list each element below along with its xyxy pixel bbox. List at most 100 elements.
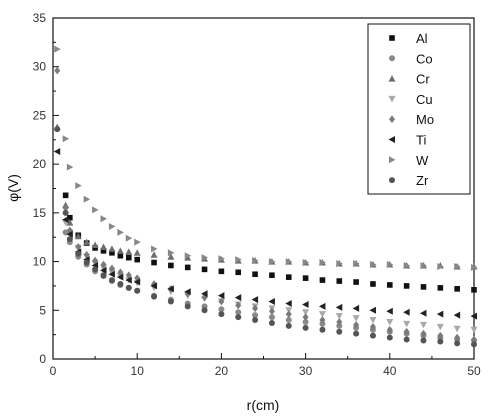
data-point-mo	[268, 307, 275, 316]
data-point-w	[471, 263, 478, 271]
data-point-ti	[53, 147, 61, 155]
data-point-mo	[471, 335, 477, 344]
x-tick-label: 0	[50, 364, 57, 378]
data-point-zr	[386, 334, 393, 341]
data-point-co	[218, 306, 225, 313]
data-point-w	[184, 252, 192, 260]
data-point-w	[353, 260, 360, 268]
data-point-cu	[470, 326, 478, 334]
data-point-al	[353, 279, 359, 285]
data-point-mo	[420, 329, 427, 338]
data-point-zr	[125, 284, 132, 291]
data-point-mo	[134, 274, 141, 282]
data-point-al	[437, 285, 444, 291]
y-tick-label: 20	[33, 157, 47, 171]
data-point-zr	[218, 311, 225, 318]
data-point-cr	[125, 248, 133, 255]
data-point-zr	[62, 209, 69, 216]
data-points	[53, 45, 478, 348]
data-point-mo	[92, 256, 99, 265]
legend-marker-ti	[388, 136, 395, 143]
data-point-w	[268, 258, 276, 266]
data-point-zr	[353, 330, 360, 337]
data-point-ti	[403, 308, 410, 316]
data-point-al	[302, 275, 309, 281]
data-point-mo	[285, 310, 292, 318]
data-point-w	[235, 256, 242, 264]
data-point-co	[62, 229, 69, 236]
data-point-w	[100, 215, 108, 223]
data-point-w	[62, 135, 70, 143]
data-point-al	[336, 278, 343, 284]
data-point-al	[201, 266, 208, 273]
data-point-ti	[100, 266, 107, 274]
data-point-ti	[217, 292, 225, 300]
data-point-mo	[319, 316, 326, 324]
data-point-zr	[66, 236, 73, 243]
legend-box	[367, 23, 471, 195]
data-point-ti	[201, 290, 208, 298]
data-point-ti	[436, 310, 444, 318]
data-point-zr	[201, 307, 208, 314]
data-point-ti	[318, 302, 326, 310]
data-point-w	[108, 222, 116, 230]
data-point-mo	[125, 271, 132, 280]
data-point-mo	[235, 301, 242, 310]
legend-label-al: Al	[416, 31, 428, 46]
data-point-mo	[302, 313, 309, 321]
data-point-w	[117, 228, 124, 236]
legend-item-mo: Mo	[389, 112, 434, 127]
data-point-cu	[453, 325, 461, 333]
legend: Al Co Cr Cu Mo Ti W Zr	[367, 23, 471, 195]
data-point-w	[252, 257, 259, 265]
data-point-ti	[386, 307, 393, 315]
data-point-al	[125, 254, 132, 261]
series-w	[54, 45, 478, 271]
data-point-cr	[133, 249, 141, 256]
data-point-mo	[62, 204, 69, 212]
data-point-w	[75, 182, 82, 190]
data-point-w	[369, 260, 377, 268]
data-point-al	[370, 281, 376, 287]
data-point-zr	[302, 324, 309, 331]
legend-marker-mo	[389, 115, 395, 123]
data-point-mo	[353, 321, 360, 329]
legend-item-zr: Zr	[389, 173, 429, 188]
legend-label-zr: Zr	[416, 173, 429, 188]
data-point-al	[184, 264, 191, 271]
legend-item-al: Al	[389, 31, 428, 46]
data-point-zr	[285, 322, 292, 329]
data-point-al	[252, 271, 258, 278]
data-point-ti	[335, 303, 343, 311]
data-point-al	[100, 248, 107, 254]
legend-marker-zr	[389, 177, 395, 184]
data-point-ti	[285, 299, 292, 307]
data-point-zr	[420, 337, 427, 344]
legend-item-cr: Cr	[388, 72, 430, 87]
data-point-zr	[403, 336, 410, 343]
legend-item-cu: Cu	[388, 92, 433, 107]
data-point-zr	[117, 280, 124, 287]
data-point-co	[235, 309, 242, 316]
data-point-al	[454, 286, 460, 292]
data-point-w	[336, 260, 343, 268]
data-point-w	[151, 245, 158, 253]
data-point-w	[66, 163, 74, 171]
data-point-cu	[403, 320, 411, 328]
legend-label-ti: Ti	[416, 133, 426, 148]
data-point-w	[201, 254, 209, 262]
data-point-al	[151, 259, 157, 266]
data-point-al	[218, 268, 225, 275]
data-point-mo	[454, 333, 461, 342]
data-point-ti	[369, 306, 376, 314]
data-point-w	[167, 249, 175, 257]
data-point-co	[336, 322, 343, 329]
data-point-zr	[75, 250, 82, 257]
data-point-zr	[134, 287, 141, 294]
data-point-w	[285, 258, 293, 266]
data-point-zr	[151, 293, 158, 300]
legend-marker-al	[389, 35, 395, 41]
y-tick-label: 0	[39, 352, 46, 366]
data-point-co	[285, 317, 292, 324]
data-point-mo	[437, 331, 444, 340]
